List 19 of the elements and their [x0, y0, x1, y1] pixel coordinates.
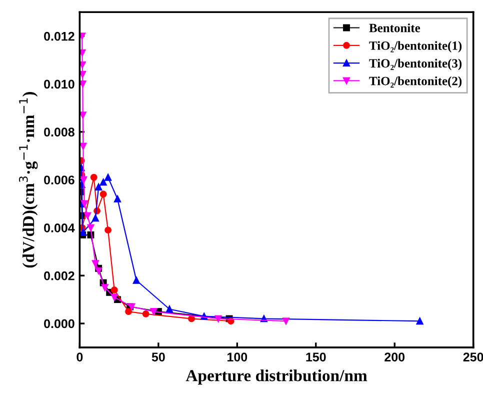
x-tick-label: 100: [228, 352, 248, 362]
y-tick-label: 0.006: [44, 176, 74, 184]
x-tick-label: 150: [306, 352, 326, 362]
y-tick-label: 0.004: [44, 223, 75, 232]
y-axis-title: (dV/dD)(cm$^{3}$·g$^{−1}$·nm$^{−1}$): [19, 92, 38, 268]
y-tick-label: 0.008: [44, 128, 74, 137]
x-axis-title: Aperture distribution/nm: [186, 370, 368, 385]
x-tick-label: 200: [384, 352, 405, 362]
x-tick-label: 50: [152, 352, 165, 362]
legend-label: TiO₂/bentonite(2): [369, 76, 462, 88]
x-tick-label: 0: [76, 352, 83, 362]
y-tick-label: 0.002: [44, 271, 74, 280]
y-tick-label: 0.000: [44, 319, 74, 328]
y-tick-label: 0.012: [44, 32, 74, 41]
legend-label: Bentonite: [369, 23, 420, 32]
legend-label: TiO₂/bentonite(3): [369, 58, 462, 70]
legend-label: TiO₂/bentonite(1): [369, 41, 462, 52]
x-tick-label: 250: [463, 352, 483, 362]
y-tick-label: 0.010: [44, 80, 74, 89]
